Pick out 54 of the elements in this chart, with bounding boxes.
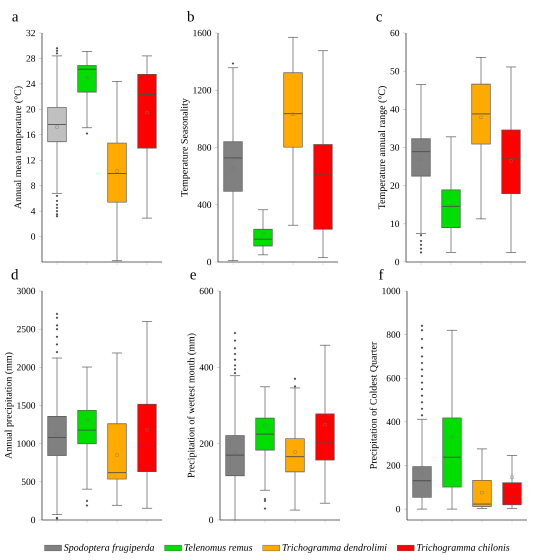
y-tick-label: 400 [199,364,214,371]
chart-title: d [12,268,18,280]
y-tick-label: 32 [26,30,35,36]
y-tick-label: 0 [396,506,400,512]
y-tick-label: 1600 [193,30,212,36]
y-tick-label: 800 [198,144,212,151]
y-axis-title: Annual precipitation (mm) [4,352,14,459]
y-tick-label: 24 [26,80,36,88]
y-tick-label: 30 [390,144,400,151]
y-tick-label: 50 [390,68,400,74]
chart-title: a [12,14,18,22]
y-axis-title: Annual mean temperature (°C) [14,86,24,210]
y-tick-label: 800 [386,331,400,338]
y-tick-label: 4 [30,208,36,214]
y-axis-title: Temperature Seasonality [180,98,190,197]
y-tick-label: 3000 [17,288,36,294]
chart-title: c [376,14,382,22]
y-tick-label: 600 [386,375,400,382]
legend-label: Trichogramma dendrolimi [282,544,387,553]
y-tick-label: 1000 [382,288,400,294]
y-tick-label: 20 [390,182,400,189]
y-tick-label: 0 [209,516,214,524]
y-axis-title: Precipitation of wettest month (mm) [187,333,196,478]
chart-title: e [190,272,196,280]
legend-label: Spodoptera frugiperda [64,544,154,553]
y-tick-label: 1500 [17,402,36,409]
y-tick-label: 0 [207,258,212,266]
y-tick-label: 0 [395,258,400,266]
y-tick-label: 0 [31,516,36,524]
y-tick-label: 16 [26,132,36,138]
y-tick-label: 60 [390,30,400,36]
y-tick-label: 12 [26,157,35,164]
y-tick-label: 600 [200,288,214,294]
y-tick-label: 200 [386,462,400,469]
y-tick-label: 28 [26,55,36,62]
y-tick-label: 40 [390,106,400,113]
chart-title: b [187,10,194,22]
y-tick-label: 8 [31,182,36,189]
y-tick-label: 400 [386,418,400,426]
chart-title: f [378,268,384,280]
y-axis-title: Precipitation of Coldest Quarter [370,342,379,469]
legend-label: Trichogramma chilonis [417,544,510,553]
y-tick-label: 200 [200,440,214,447]
y-tick-label: 400 [197,202,212,208]
legend-label: Telenomus remus [184,544,252,551]
y-tick-label: 1000 [17,440,36,447]
y-tick-label: 2000 [16,364,36,371]
y-tick-label: 0 [31,233,36,240]
y-tick-label: 20 [26,106,36,113]
y-axis-title: Temperature annual range (°C) [378,86,388,210]
y-tick-label: 2500 [16,326,36,332]
y-tick-label: 1200 [193,87,212,94]
y-tick-label: 10 [390,220,400,228]
y-tick-label: 500 [22,478,36,486]
